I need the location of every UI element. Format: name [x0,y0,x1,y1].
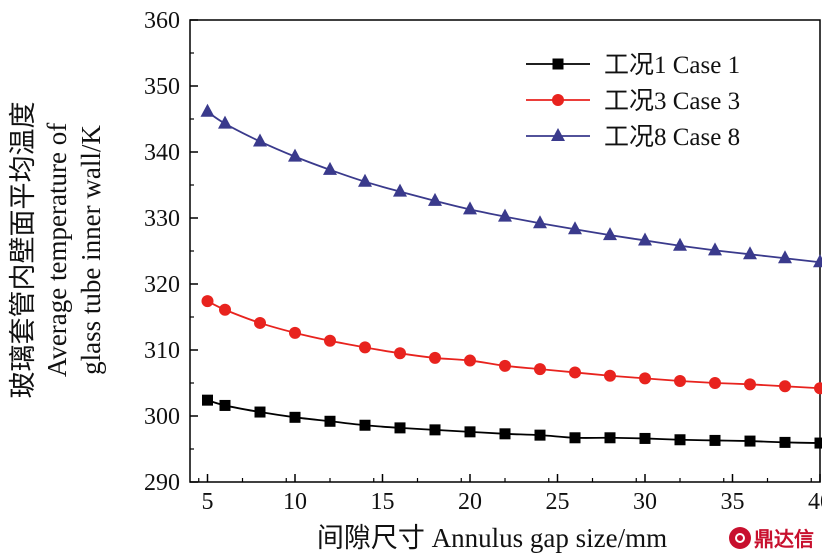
watermark-text: 鼎达信 [754,527,814,551]
series-3 [200,103,822,268]
x-axis-title: 间隙尺寸 Annulus gap size/mm [317,523,667,553]
x-tick-label: 20 [458,489,482,515]
data-point [394,347,406,360]
data-point [202,394,213,406]
watermark: 鼎达信 [729,523,814,552]
data-point [254,316,266,329]
data-point [358,173,372,187]
data-point [673,237,687,251]
data-point [534,363,546,376]
y-tick-label: 290 [144,470,180,496]
data-point [393,183,407,197]
series-2-line [207,300,821,390]
data-point [324,415,336,427]
x-tick-label: 25 [546,489,570,515]
x-tick-label: 10 [283,489,307,515]
data-point [254,406,266,418]
y-axis-title-en-1: Average temperature of [42,123,72,377]
y-axis-title-cn: 玻璃套管内壁面平均温度 [8,102,38,399]
data-point [253,133,267,147]
legend-label: 工况1 Case 1 [604,52,740,79]
x-tick-label: 5 [202,489,214,515]
data-point [709,434,721,446]
data-point [604,369,616,382]
data-point [394,422,406,434]
series-2 [201,295,822,395]
data-point [778,250,792,264]
data-point [568,221,582,235]
data-point [428,192,442,206]
y-tick-label: 330 [144,206,180,232]
data-point [324,334,336,347]
legend-marker [552,94,564,106]
data-point [499,428,511,440]
data-point [814,382,822,395]
watermark-logo-icon [729,526,751,549]
data-point [219,303,231,316]
data-point [603,227,617,241]
data-point [744,378,756,391]
data-point [463,201,477,215]
y-tick-label: 320 [144,272,180,298]
data-point [498,208,512,222]
data-point [201,295,214,308]
data-point [569,366,581,379]
x-tick-label: 35 [721,489,745,515]
data-point [359,419,371,431]
data-point [534,429,546,441]
legend-label: 工况8 Case 8 [604,124,740,151]
data-point [218,115,232,129]
data-point [779,436,791,448]
y-axis-title: 玻璃套管内壁面平均温度 Average temperature of glass… [8,102,106,399]
data-point [779,380,791,393]
data-point [814,437,822,449]
y-tick-label: 310 [144,338,180,364]
data-point [499,359,511,372]
data-point [569,432,581,444]
data-point [639,432,651,444]
y-tick-label: 340 [144,140,180,166]
data-point [708,242,722,256]
data-point [604,432,616,444]
data-point [464,354,476,367]
data-point [359,341,371,354]
data-point [813,254,822,268]
data-point [743,246,757,260]
legend-marker [551,128,565,141]
data-point [638,232,652,246]
data-point [219,399,231,411]
y-tick-label: 300 [144,404,180,430]
axes: 5 10 15 20 25 30 35 40 290 300 310 320 330 340 350 360 [144,8,822,515]
data-point [429,351,441,364]
data-point [429,424,441,436]
data-point [674,375,686,388]
series-layer [200,103,822,449]
y-axis-title-en-2: glass tube inner wall/K [76,125,106,375]
x-tick-label: 40 [808,489,822,515]
x-tick-label: 15 [371,489,395,515]
data-point [464,426,476,438]
legend-marker [552,58,564,70]
y-tick-label: 360 [144,8,180,34]
data-point [744,435,756,447]
data-point [674,434,686,446]
data-point [533,215,547,229]
legend-label: 工况3 Case 3 [604,88,740,115]
legend: 工况1 Case 1 工况3 Case 3 工况8 Case 8 [526,52,740,151]
y-tick-label: 350 [144,74,180,100]
x-tick-label: 30 [633,489,657,515]
data-point [288,148,302,162]
data-point [323,161,337,175]
data-point [639,372,651,385]
data-point [709,377,721,389]
data-point [289,411,301,423]
data-point [289,326,301,339]
series-1 [202,394,822,449]
data-point [200,103,215,117]
